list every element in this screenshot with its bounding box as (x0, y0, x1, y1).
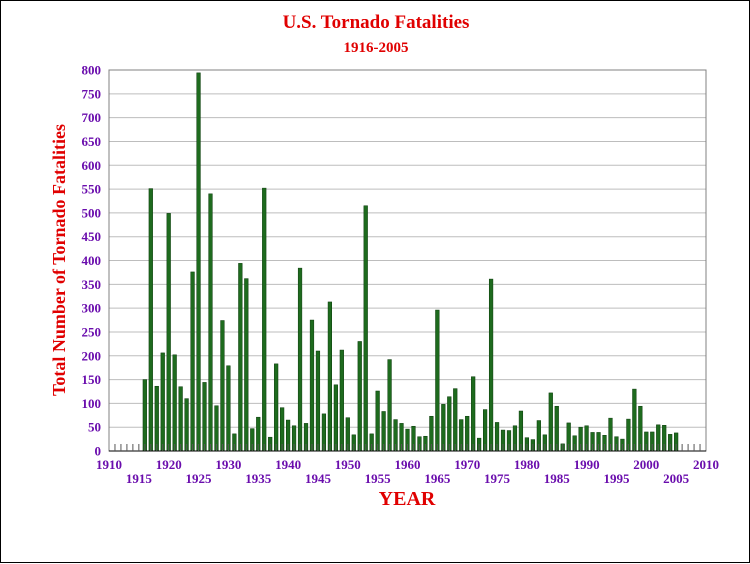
bar-1918 (154, 385, 159, 452)
bar-1930 (226, 365, 231, 452)
bar-1923 (184, 398, 189, 452)
bar-1929 (220, 320, 225, 452)
bar-1998 (632, 388, 637, 452)
x-tick-label: 1930 (215, 457, 241, 472)
x-tick-label: 1940 (275, 457, 301, 472)
chart-subtitle: 1916-2005 (344, 40, 409, 56)
x-tick-label: 2000 (633, 457, 659, 472)
x-tick-label-lower: 2005 (663, 471, 690, 486)
y-tick-label: 200 (82, 348, 102, 363)
x-tick-label: 1950 (335, 457, 361, 472)
bar-1984 (548, 392, 553, 452)
x-tick-label-lower: 1945 (305, 471, 332, 486)
y-tick-label: 800 (82, 63, 102, 78)
x-axis-label: YEAR (379, 488, 436, 510)
y-tick-label: 450 (82, 229, 102, 244)
x-tick-label-lower: 1965 (424, 471, 451, 486)
bar-1955 (375, 390, 380, 452)
x-tick-label-lower: 1975 (484, 471, 511, 486)
bar-1927 (208, 193, 213, 452)
bar-1947 (327, 301, 332, 452)
y-tick-label: 550 (82, 182, 102, 197)
bar-1922 (178, 386, 183, 452)
x-tick-label: 2010 (693, 457, 719, 472)
bar-1932 (238, 263, 243, 452)
bar-1949 (339, 349, 344, 452)
x-tick-label-lower: 1955 (365, 471, 392, 486)
y-axis-label: Total Number of Tornado Fatalities (49, 124, 69, 396)
bar-1916 (142, 379, 147, 452)
bar-1920 (166, 213, 171, 452)
bar-1952 (357, 341, 362, 452)
bar-1924 (190, 271, 195, 452)
bar-1957 (387, 359, 392, 452)
x-tick-label: 1960 (395, 457, 421, 472)
y-tick-label: 100 (82, 396, 102, 411)
x-tick-label-lower: 1995 (603, 471, 630, 486)
bar-1921 (172, 354, 177, 452)
chart-title: U.S. Tornado Fatalities (283, 12, 470, 33)
y-tick-label: 500 (82, 205, 102, 220)
bar-1953 (363, 205, 368, 452)
x-tick-label: 1990 (574, 457, 600, 472)
bar-1925 (196, 72, 201, 452)
y-tick-label: 150 (82, 372, 102, 387)
bar-1966 (441, 404, 446, 452)
bar-1948 (333, 384, 338, 452)
bar-1933 (244, 278, 249, 452)
x-tick-label: 1920 (156, 457, 182, 472)
x-tick-label: 1980 (514, 457, 540, 472)
bar-1936 (262, 187, 267, 452)
bar-1919 (160, 352, 165, 452)
x-tick-label-lower: 1925 (186, 471, 213, 486)
bar-1917 (148, 188, 153, 452)
x-tick-label-lower: 1915 (126, 471, 153, 486)
x-tick-label-lower: 1935 (245, 471, 272, 486)
bar-layer (142, 72, 679, 452)
bar-1926 (202, 382, 207, 452)
y-tick-label: 400 (82, 253, 102, 268)
bar-1965 (435, 309, 440, 452)
bar-1974 (488, 278, 494, 452)
bar-1971 (471, 376, 476, 452)
y-tick-label: 250 (82, 324, 102, 339)
x-tick-label: 1970 (454, 457, 480, 472)
y-tick-label: 300 (82, 301, 102, 316)
bar-1968 (453, 388, 458, 452)
bar-1944 (309, 319, 315, 452)
y-tick-label: 700 (82, 110, 102, 125)
y-tick-label: 750 (82, 86, 102, 101)
y-tick-label: 650 (82, 134, 102, 149)
y-tick-label: 0 (95, 444, 102, 459)
x-tick-label-lower: 1985 (544, 471, 571, 486)
axis-layer: 0 50 100 150 200 250 300 350 400 450 500 550 600 650 7… (82, 63, 720, 487)
y-tick-label: 350 (82, 277, 102, 292)
x-tick-label: 1910 (96, 457, 122, 472)
bar-1938 (274, 363, 279, 452)
bar-1942 (297, 267, 303, 452)
y-tick-label: 50 (88, 420, 101, 435)
bar-1967 (447, 396, 452, 452)
bar-1945 (315, 350, 321, 452)
y-tick-label: 600 (82, 158, 102, 173)
